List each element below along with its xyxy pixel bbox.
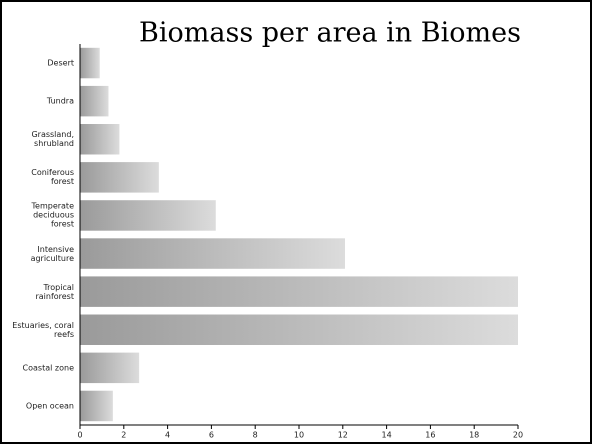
chart-title: Biomass per area in Biomes [139, 18, 521, 49]
y-tick-label: Temperate deciduous forest [8, 202, 74, 229]
bar [80, 353, 139, 383]
x-tick-label: 16 [425, 431, 435, 440]
x-tick-label: 10 [294, 431, 304, 440]
y-tick-label: Estuaries, coral reefs [8, 321, 74, 339]
x-tick-label: 2 [121, 431, 126, 440]
x-tick-label: 6 [209, 431, 214, 440]
x-tick-label: 12 [338, 431, 348, 440]
y-tick-label: Grassland, shrubland [8, 130, 74, 148]
y-tick-label: Tundra [8, 97, 74, 106]
y-tick-label: Open ocean [8, 401, 74, 410]
bar [80, 238, 345, 268]
bar [80, 276, 518, 306]
x-tick-label: 8 [253, 431, 258, 440]
bar [80, 48, 100, 78]
page: Biomass per area in Biomes 0 2 4 6 8 10 12 14 16… [0, 0, 592, 444]
y-tick-label: Coniferous forest [8, 168, 74, 186]
bar [80, 391, 113, 421]
y-tick-label: Coastal zone [8, 363, 74, 372]
x-tick-label: 4 [165, 431, 170, 440]
y-tick-label: Tropical rainforest [8, 283, 74, 301]
x-tick-label: 14 [382, 431, 392, 440]
x-tick-label: 0 [77, 431, 82, 440]
bar [80, 162, 159, 192]
bar [80, 200, 216, 230]
y-tick-label: Desert [8, 59, 74, 68]
chart: Biomass per area in Biomes 0 2 4 6 8 10 12 14 16… [0, 0, 592, 444]
y-tick-label: Intensive agriculture [8, 245, 74, 263]
x-tick-label: 20 [513, 431, 523, 440]
bar [80, 315, 518, 345]
x-tick-label: 18 [469, 431, 479, 440]
bar [80, 124, 119, 154]
bar [80, 86, 108, 116]
